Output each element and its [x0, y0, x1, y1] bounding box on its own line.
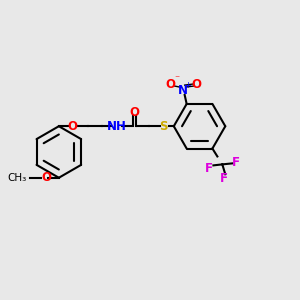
Text: NH: NH	[106, 120, 126, 133]
Text: O: O	[41, 171, 51, 184]
Text: F: F	[232, 156, 240, 169]
Text: O: O	[192, 78, 202, 91]
Text: +: +	[184, 81, 191, 90]
Text: O: O	[129, 106, 139, 119]
Text: F: F	[205, 162, 212, 175]
Text: O: O	[68, 120, 78, 133]
Text: S: S	[160, 120, 168, 133]
Text: ⁻: ⁻	[174, 74, 179, 84]
Text: F: F	[220, 172, 228, 185]
Text: N: N	[178, 83, 188, 97]
Text: CH₃: CH₃	[7, 173, 26, 183]
Text: O: O	[166, 78, 176, 91]
